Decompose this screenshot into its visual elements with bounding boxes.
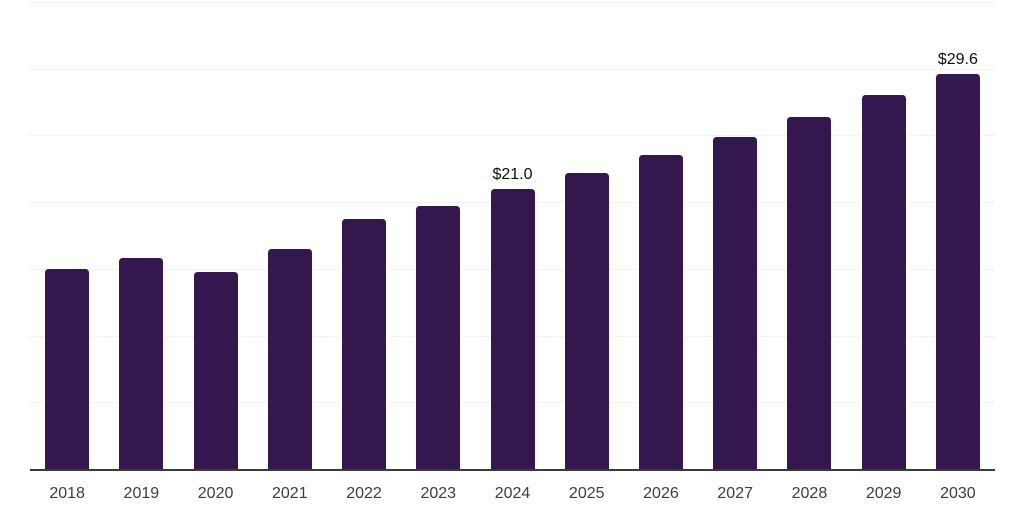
x-axis-label-2026: 2026 <box>643 485 679 502</box>
gridline <box>30 68 995 70</box>
x-axis-label-2023: 2023 <box>420 485 457 502</box>
x-axis-line <box>30 469 995 471</box>
x-axis-label-2025: 2025 <box>568 485 605 502</box>
x-axis-label-2018: 2018 <box>49 485 85 502</box>
x-axis-label-2029: 2029 <box>865 485 902 502</box>
bar-2029 <box>861 95 906 469</box>
bar-2021 <box>267 248 312 469</box>
bar-2026 <box>638 155 683 469</box>
x-axis-label-2028: 2028 <box>791 485 828 502</box>
bar-2028 <box>787 116 832 469</box>
x-axis-label-2024: 2024 <box>494 485 531 502</box>
x-axis-label-2021: 2021 <box>272 485 308 502</box>
x-axis-label-2027: 2027 <box>717 485 753 502</box>
gridline <box>30 2 995 3</box>
bar-2020 <box>193 271 238 469</box>
bar-2022 <box>342 219 387 469</box>
bar-2018 <box>45 268 90 469</box>
x-axis-label-2020: 2020 <box>197 485 234 502</box>
bar-2027 <box>713 136 758 469</box>
bar-2024 <box>490 188 535 469</box>
x-axis-label-2019: 2019 <box>123 485 160 502</box>
data-label-2024: $21.0 <box>492 165 533 183</box>
bar-2025 <box>564 172 609 469</box>
data-label-2030: $29.6 <box>937 51 978 69</box>
x-axis-label-2022: 2022 <box>346 485 382 502</box>
x-axis-label-2030: 2030 <box>940 485 976 502</box>
bar-2023 <box>416 206 461 469</box>
gridline <box>30 135 995 137</box>
bar-2030 <box>935 74 980 469</box>
bar-2019 <box>119 258 164 469</box>
